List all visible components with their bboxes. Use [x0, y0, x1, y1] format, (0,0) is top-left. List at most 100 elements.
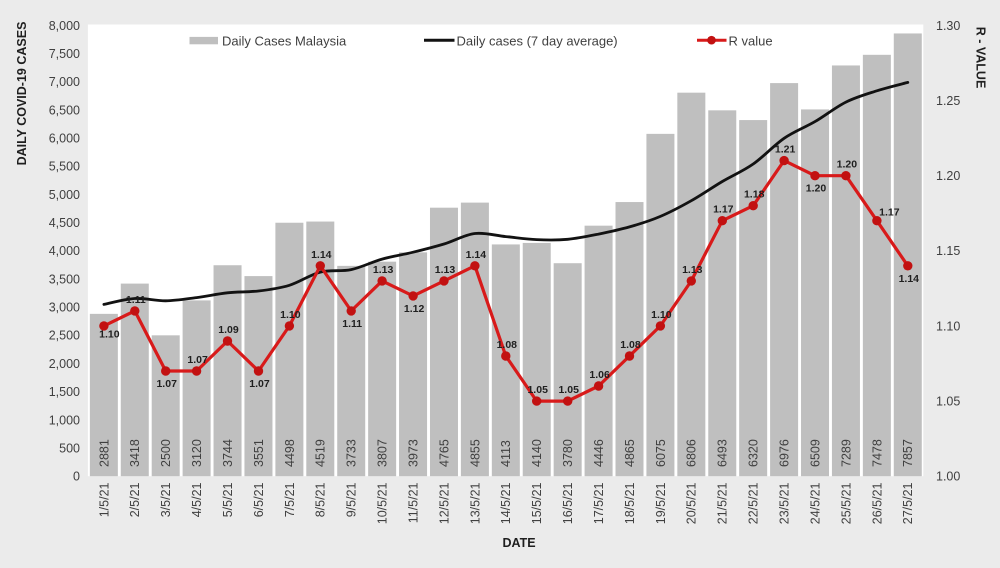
svg-text:1.05: 1.05	[936, 394, 960, 408]
svg-text:4,500: 4,500	[49, 216, 80, 230]
svg-text:3780: 3780	[561, 439, 575, 467]
svg-text:3418: 3418	[128, 439, 142, 467]
svg-text:24/5/21: 24/5/21	[808, 482, 822, 524]
svg-text:7289: 7289	[839, 439, 853, 467]
svg-text:22/5/21: 22/5/21	[747, 482, 761, 524]
svg-text:1.08: 1.08	[497, 339, 518, 351]
svg-text:5,000: 5,000	[49, 188, 80, 202]
svg-text:26/5/21: 26/5/21	[870, 482, 884, 524]
svg-text:6075: 6075	[654, 439, 668, 467]
svg-text:1.25: 1.25	[936, 94, 960, 108]
svg-text:R value: R value	[729, 34, 773, 49]
svg-text:3744: 3744	[221, 439, 235, 467]
svg-text:4,000: 4,000	[49, 244, 80, 258]
svg-text:27/5/21: 27/5/21	[901, 482, 915, 524]
svg-text:1.05: 1.05	[527, 384, 548, 396]
svg-text:6,500: 6,500	[49, 103, 80, 117]
svg-text:1.07: 1.07	[156, 378, 177, 390]
svg-text:10/5/21: 10/5/21	[376, 482, 390, 524]
svg-text:1.30: 1.30	[936, 19, 960, 33]
svg-text:1.06: 1.06	[589, 369, 610, 381]
svg-text:9/5/21: 9/5/21	[345, 482, 359, 517]
svg-text:2/5/21: 2/5/21	[128, 482, 142, 517]
svg-text:7,500: 7,500	[49, 47, 80, 61]
svg-text:17/5/21: 17/5/21	[592, 482, 606, 524]
svg-text:1.07: 1.07	[249, 378, 270, 390]
svg-text:6509: 6509	[808, 439, 822, 467]
svg-text:1.13: 1.13	[373, 264, 394, 276]
svg-text:20/5/21: 20/5/21	[685, 482, 699, 524]
svg-text:13/5/21: 13/5/21	[468, 482, 482, 524]
svg-text:1.20: 1.20	[806, 183, 827, 195]
svg-text:1,000: 1,000	[49, 413, 80, 427]
svg-text:1.17: 1.17	[879, 207, 900, 219]
svg-text:1.17: 1.17	[713, 204, 734, 216]
svg-text:2881: 2881	[97, 439, 111, 467]
svg-text:Daily cases (7 day average): Daily cases (7 day average)	[457, 34, 618, 49]
svg-text:1.10: 1.10	[651, 309, 672, 321]
svg-text:1.14: 1.14	[311, 249, 332, 261]
svg-text:14/5/21: 14/5/21	[499, 482, 513, 524]
svg-text:1.14: 1.14	[899, 273, 920, 285]
svg-text:7857: 7857	[901, 439, 915, 467]
svg-text:1.08: 1.08	[620, 339, 641, 351]
svg-text:25/5/21: 25/5/21	[839, 482, 853, 524]
svg-text:3,000: 3,000	[49, 301, 80, 315]
svg-text:6976: 6976	[778, 439, 792, 467]
svg-text:21/5/21: 21/5/21	[716, 482, 730, 524]
svg-text:1.12: 1.12	[404, 303, 425, 315]
svg-text:4140: 4140	[530, 439, 544, 467]
svg-text:4519: 4519	[314, 439, 328, 467]
svg-text:5/5/21: 5/5/21	[221, 482, 235, 517]
svg-text:1.13: 1.13	[435, 264, 456, 276]
svg-text:1.07: 1.07	[187, 354, 208, 366]
svg-text:1.09: 1.09	[218, 324, 239, 336]
svg-text:6806: 6806	[685, 439, 699, 467]
svg-text:1,500: 1,500	[49, 385, 80, 399]
svg-text:1.05: 1.05	[558, 384, 579, 396]
svg-text:DAILY COVID-19 CASES: DAILY COVID-19 CASES	[15, 22, 29, 166]
svg-text:15/5/21: 15/5/21	[530, 482, 544, 524]
svg-text:1.13: 1.13	[682, 264, 703, 276]
svg-text:2,000: 2,000	[49, 357, 80, 371]
svg-text:16/5/21: 16/5/21	[561, 482, 575, 524]
svg-text:500: 500	[59, 441, 80, 455]
svg-text:3733: 3733	[345, 439, 359, 467]
svg-text:2,500: 2,500	[49, 329, 80, 343]
svg-text:4/5/21: 4/5/21	[190, 482, 204, 517]
svg-text:3551: 3551	[252, 439, 266, 467]
svg-text:3807: 3807	[376, 439, 390, 467]
svg-text:3120: 3120	[190, 439, 204, 467]
svg-text:1.10: 1.10	[936, 319, 960, 333]
svg-text:8/5/21: 8/5/21	[314, 482, 328, 517]
svg-text:4498: 4498	[283, 439, 297, 467]
svg-text:3/5/21: 3/5/21	[159, 482, 173, 517]
svg-text:4865: 4865	[623, 439, 637, 467]
svg-text:4446: 4446	[592, 439, 606, 467]
svg-text:18/5/21: 18/5/21	[623, 482, 637, 524]
svg-text:23/5/21: 23/5/21	[778, 482, 792, 524]
svg-text:2500: 2500	[159, 439, 173, 467]
svg-text:7,000: 7,000	[49, 75, 80, 89]
svg-text:11/5/21: 11/5/21	[406, 482, 420, 523]
svg-text:1.18: 1.18	[744, 189, 765, 201]
svg-text:4113: 4113	[499, 440, 513, 467]
svg-text:1.11: 1.11	[342, 318, 362, 330]
svg-text:DATE: DATE	[502, 536, 535, 550]
svg-text:1.00: 1.00	[936, 470, 960, 484]
svg-text:1/5/21: 1/5/21	[97, 482, 111, 517]
svg-text:1.11: 1.11	[126, 294, 146, 306]
svg-text:1.20: 1.20	[837, 159, 858, 171]
svg-text:1.10: 1.10	[99, 328, 120, 340]
svg-text:1.20: 1.20	[936, 169, 960, 183]
svg-text:1.15: 1.15	[936, 244, 960, 258]
svg-text:8,000: 8,000	[49, 19, 80, 33]
svg-text:6/5/21: 6/5/21	[252, 482, 266, 517]
svg-text:1.14: 1.14	[466, 249, 487, 261]
svg-text:6493: 6493	[716, 439, 730, 467]
svg-text:5,500: 5,500	[49, 160, 80, 174]
svg-text:4765: 4765	[437, 439, 451, 467]
svg-text:12/5/21: 12/5/21	[437, 482, 451, 524]
svg-text:0: 0	[73, 470, 80, 484]
svg-text:7478: 7478	[870, 439, 884, 467]
